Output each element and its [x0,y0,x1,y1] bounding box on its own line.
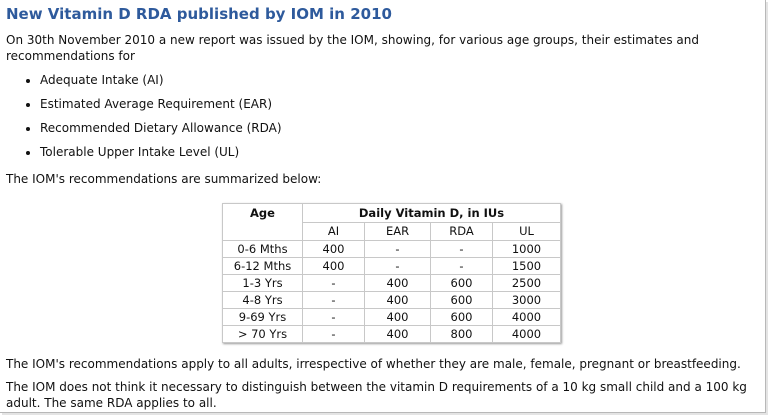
table-cell: - [302,291,365,309]
header-row: Age Daily Vitamin D, in IUs [222,203,561,241]
header-cell: Daily Vitamin D, in IUs [302,203,561,223]
intro: On 30th November 2010 a new report was i… [6,33,699,63]
table-cell: 3000 [492,291,561,309]
bullet-item: Tolerable Upper Intake Level (UL) [40,144,282,168]
table-cell: 0-6 Mths [222,240,303,258]
table-cell: 1500 [492,257,561,275]
table-cell: 400 [302,240,365,258]
table-cell: 2500 [492,274,561,292]
table-cell: 600 [430,308,493,326]
bullet-list: Adequate Intake (AI)Estimated Average Re… [0,72,282,168]
subheader-cell: RDA [430,221,493,241]
table-cell: - [302,325,365,343]
table-cell: > 70 Yrs [222,325,303,343]
title: New Vitamin D RDA published by IOM in 20… [6,5,392,23]
table-cell: 400 [364,291,431,309]
table-cell: 9-69 Yrs [222,308,303,326]
table-cell: 6-12 Mths [222,257,303,275]
table-cell: - [364,240,431,258]
bullet-item: Estimated Average Requirement (EAR) [40,96,282,120]
table-row: 9-69 Yrs -400 600 4000 [222,308,561,326]
table-cell: - [364,257,431,275]
table-cell: 4-8 Yrs [222,291,303,309]
rda-table: Age Daily Vitamin D, in IUs AI EAR RDA UL 0-6 … [222,203,561,343]
subheader-cell: AI [302,221,365,241]
subheader-cell: UL [492,221,561,241]
summary-intro: The IOM's recommendations are summarized… [6,172,322,186]
table-cell: 400 [364,325,431,343]
table-cell: - [302,308,365,326]
table-cell: 4000 [492,308,561,326]
table-row: 0-6 Mths 400- -1000 [222,240,561,258]
table-cell: - [302,274,365,292]
table-cell: 400 [364,308,431,326]
bullet-item: Recommended Dietary Allowance (RDA) [40,120,282,144]
table-cell: - [430,257,493,275]
table-cell: 800 [430,325,493,343]
table-cell: 400 [302,257,365,275]
table-row: 4-8 Yrs -400 600 3000 [222,291,561,309]
table-cell: 1000 [492,240,561,258]
paragraph: The IOM does not think it necessary to d… [6,380,747,410]
table-row: 6-12 Mths 400- -1500 [222,257,561,275]
subheader-cell: EAR [364,221,431,241]
table-row: > 70 Yrs -400 800 4000 [222,325,561,343]
table-row: 1-3 Yrs -400 600 2500 [222,274,561,292]
header-cell: Age [222,203,303,241]
table-body: Age Daily Vitamin D, in IUs AI EAR RDA UL 0-6 … [222,203,561,343]
table-cell: 4000 [492,325,561,343]
table-cell: - [430,240,493,258]
table-cell: 400 [364,274,431,292]
table-cell: 1-3 Yrs [222,274,303,292]
bullet-item: Adequate Intake (AI) [40,72,282,96]
paragraph: The IOM's recommendations apply to all a… [6,357,741,371]
table-cell: 600 [430,291,493,309]
table-cell: 600 [430,274,493,292]
